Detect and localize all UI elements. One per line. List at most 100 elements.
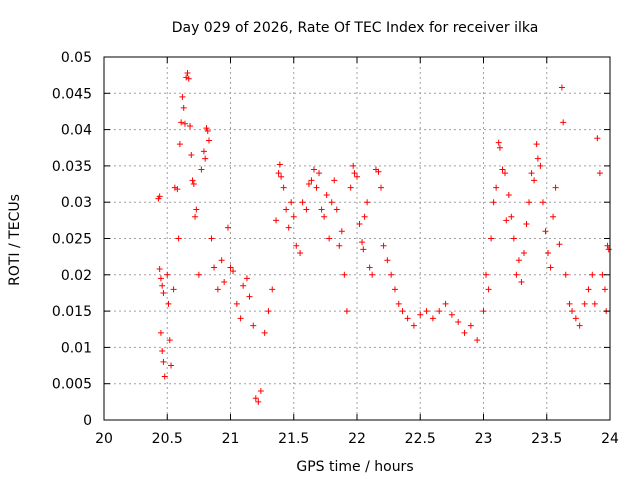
data-point [261,329,268,336]
data-point [542,228,549,235]
data-point [364,199,371,206]
data-point [269,286,276,293]
x-tick-label: 24 [601,431,619,447]
data-point [356,220,363,227]
y-tick-label: 0.04 [61,123,92,139]
x-tick-label: 22.5 [405,431,436,447]
y-axis-label: ROTI / TECUs [7,194,23,286]
data-point [208,235,215,242]
data-point [328,199,335,206]
data-point [547,264,554,271]
data-point [503,217,510,224]
data-point [338,228,345,235]
data-point [278,173,285,180]
data-point [333,206,340,213]
data-point [341,271,348,278]
data-point [531,177,538,184]
data-point [423,308,430,315]
data-point [513,271,520,278]
data-point [237,315,244,322]
data-point [336,242,343,249]
data-point [605,246,612,253]
data-point [604,242,611,249]
x-tick-label: 21.5 [278,431,309,447]
data-point [589,271,596,278]
data-point [165,300,172,307]
data-point [180,104,187,111]
grid-lines [104,57,610,420]
data-point [204,128,211,135]
y-tick-label: 0.005 [52,377,92,393]
data-point [436,308,443,315]
data-point [490,199,497,206]
data-point [218,257,225,264]
data-point [160,289,167,296]
data-point [170,286,177,293]
data-point [176,141,183,148]
data-point [483,271,490,278]
data-point [230,268,237,275]
data-point [410,322,417,329]
data-point [195,271,202,278]
data-point [193,206,200,213]
data-point [187,122,194,129]
data-point [189,177,196,184]
data-point [448,311,455,318]
data-point [243,275,250,282]
data-point [404,315,411,322]
data-point [474,337,481,344]
y-tick-label: 0.01 [61,340,92,356]
data-point [166,337,173,344]
axis-ticks: 20 20.5 21 21.5 22 22.5 23 23.5 24 0 0.005 0.01 0.01… [52,50,619,447]
data-point [297,250,304,257]
data-point [354,173,360,180]
y-tick-label: 0.035 [52,159,92,175]
data-point [560,119,567,126]
y-tick-label: 0.045 [52,86,92,102]
data-point [181,120,188,127]
x-tick-label: 20.5 [152,431,183,447]
data-point [520,250,527,257]
data-point [171,184,178,191]
data-point [467,322,474,329]
data-point [174,186,181,193]
x-tick-label: 23 [475,431,493,447]
data-point [323,191,330,198]
data-point [178,119,185,126]
data-point [200,148,207,155]
data-point [391,286,398,293]
data-point [596,170,603,177]
data-point [183,74,190,81]
data-point [246,293,253,300]
data-point [594,135,601,142]
data-point [156,193,163,200]
data-point [496,144,503,151]
data-point [310,166,317,173]
data-point [265,308,272,315]
data-point [303,206,310,213]
data-point [388,271,395,278]
data-point [299,199,306,206]
data-point [361,213,368,220]
data-point [533,141,540,148]
y-tick-label: 0 [83,413,92,429]
data-point [276,161,283,168]
data-point [221,279,228,286]
data-point [576,322,583,329]
data-point [255,398,262,405]
data-point [179,93,186,100]
data-point [384,257,391,264]
data-point [211,264,218,271]
data-point [273,217,280,224]
data-point [175,235,182,242]
data-point [360,246,367,253]
data-point [399,308,406,315]
data-point [313,184,320,191]
data-point [280,184,287,191]
y-tick-label: 0.015 [52,304,92,320]
data-point [526,199,533,206]
data-point [188,152,195,159]
data-point [523,220,530,227]
data-point [275,170,282,177]
